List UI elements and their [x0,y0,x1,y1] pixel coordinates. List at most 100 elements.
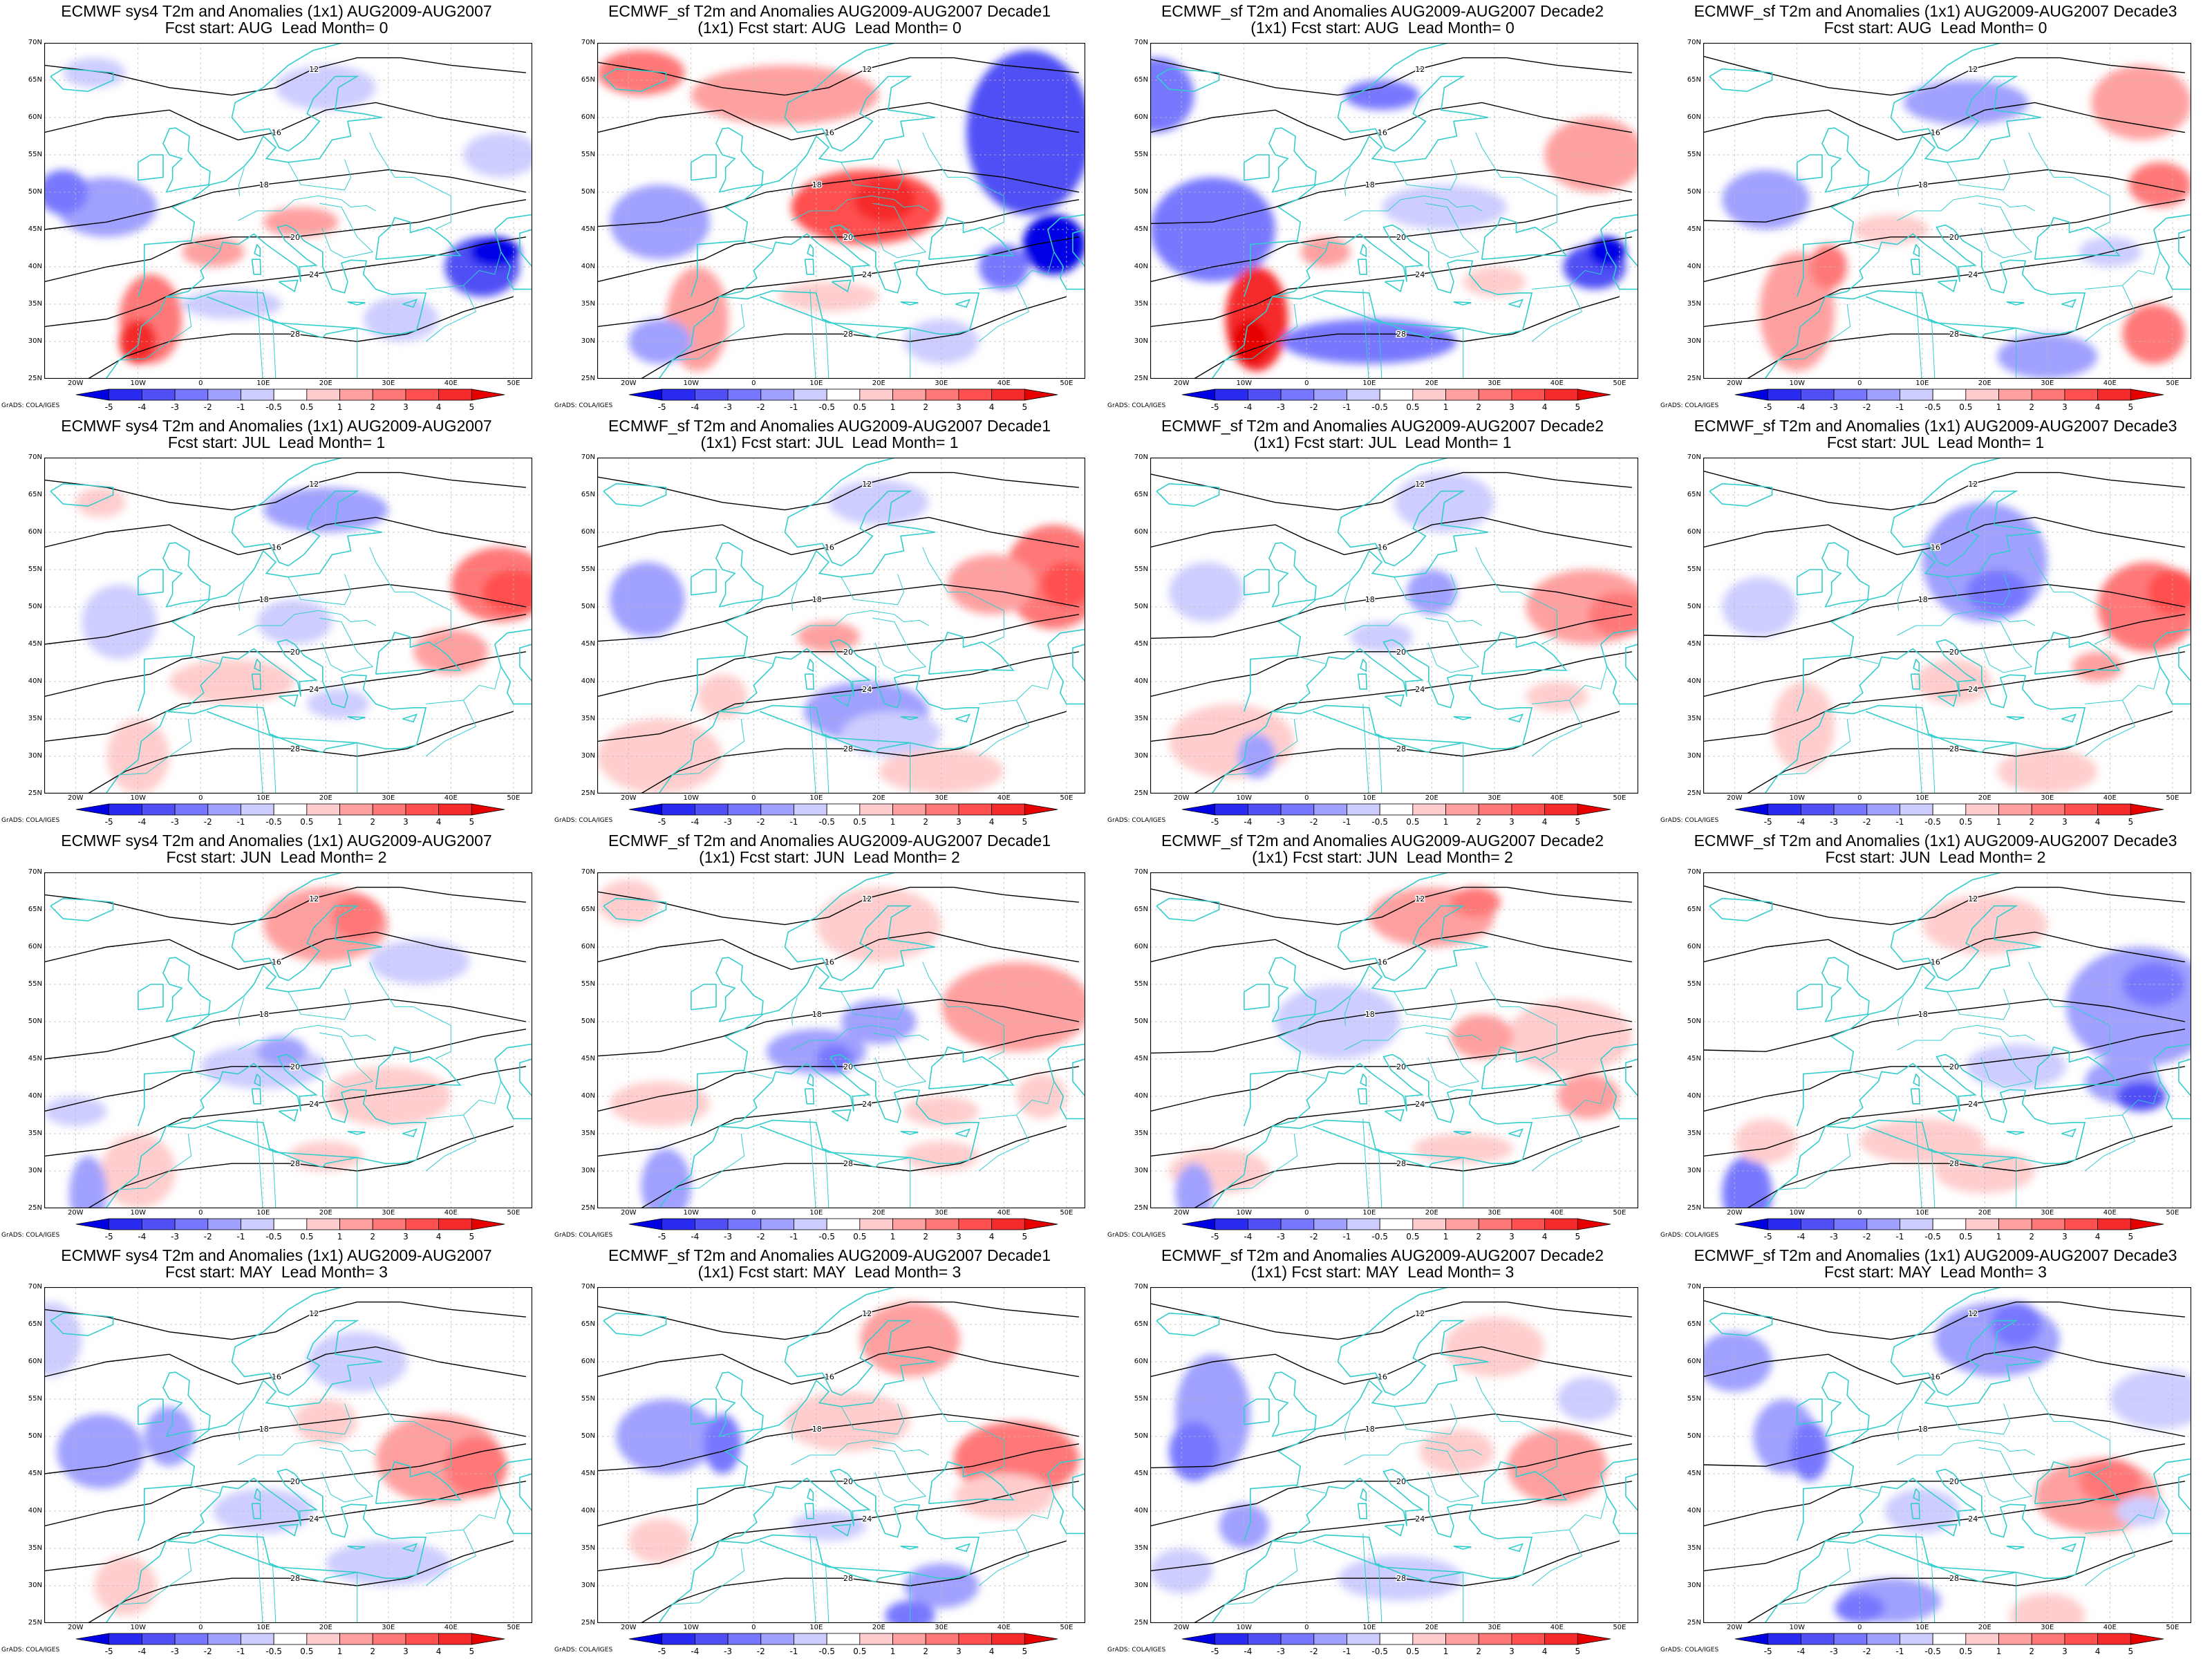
colorbar-segment [1181,803,1216,816]
isotherm-contour [1150,583,1633,639]
coastline [50,482,114,507]
cold-anomaly-area [1344,80,1420,111]
latitude-label: 65N [581,76,595,84]
country-border [872,1447,927,1503]
colorbar-tick-label: -3 [171,1232,180,1241]
coastline [1821,542,1870,608]
colorbar-segment [2064,1218,2099,1230]
coastline [1156,1312,1220,1337]
map-frame [597,1287,1085,1623]
latitude-label: 30N [1687,1167,1701,1174]
country-border [1362,704,1369,794]
panel-subtitle: Fcst start: MAY Lead Month= 3 [1824,1263,2047,1281]
colorbar-tick-label: 1 [1996,1647,2002,1656]
latitude-label: 45N [1687,1055,1701,1062]
longitude-label: 20E [872,1624,885,1631]
colorbar-tick-label: -1 [1342,1232,1351,1241]
colorbar-tick-label: -5 [1210,1232,1219,1241]
country-border [2084,700,2136,757]
longitude-label: 40E [997,794,1011,802]
panel-title: ECMWF_sf T2m and Anomalies (1x1) AUG2009… [1694,832,2177,850]
coastline [105,1125,167,1208]
longitude-label: 40E [444,794,458,802]
coastline [1937,1109,1958,1122]
cold-anomaly-area [307,1331,407,1392]
coastline [719,224,980,339]
colorbar-segment [1024,1633,1058,1645]
anomaly-colorbar [628,388,1058,401]
colorbar-segment [174,1633,209,1645]
coastline [900,301,919,306]
isotherm-contour [44,236,527,328]
coastline [251,1088,262,1105]
cold-anomaly-area [263,487,388,532]
latitude-label: 50N [1134,1018,1148,1025]
isotherm-contour [1703,885,2185,926]
colorbar-tick-label: 3 [2062,1232,2068,1241]
coastline [1797,872,2054,1127]
colorbar-tick-label: 5 [1575,817,1581,827]
longitude-label: 10W [130,1624,147,1631]
coastline [928,1046,1015,1089]
isotherm-contour [44,1066,527,1157]
coastline [254,1488,261,1502]
map-frame [1703,458,2191,794]
coastline [1357,1503,1368,1519]
coastline [1268,127,1317,193]
latitude-label: 60N [1687,943,1701,950]
latitude-label: 60N [28,528,42,536]
colorbar-tick-label: 4 [2094,1232,2101,1241]
coastline [1508,1543,1524,1553]
colorbar-segment [1965,803,1999,816]
colorbar-segment [826,388,861,401]
contour-label: 24 [862,685,872,694]
country-border [1394,574,1458,606]
country-border [119,303,192,361]
latitude-label: 40N [28,1507,42,1515]
contour-label: 28 [290,744,300,753]
colorbar-tick-label: -2 [203,1232,212,1241]
colorbar-tick-label: 4 [435,817,442,827]
grads-credit: GrADS: COLA/IGES [1107,1232,1166,1239]
latitude-label: 60N [581,113,595,121]
colorbar-tick-label: -2 [756,1232,765,1241]
colorbar-tick-label: 5 [469,402,475,412]
latitude-label: 30N [28,1582,42,1589]
coastline [1211,296,1273,379]
coastline [1825,1053,2086,1168]
colorbar-tick-label: 4 [988,1232,995,1241]
colorbar-tick-label: -5 [1210,402,1219,412]
coastline [1866,1125,2016,1159]
contour-label: 20 [1949,648,1959,657]
longitude-label: 20E [319,379,332,387]
country-border [1378,1563,1382,1623]
longitude-label: 20W [1726,794,1743,802]
coastline [1481,1046,1568,1089]
contour-label: 18 [259,1425,269,1434]
coastline [603,482,667,507]
latitude-label: 50N [28,1432,42,1440]
panel-title: ECMWF_sf T2m and Anomalies AUG2009-AUG20… [1161,417,1604,435]
colorbar-tick-label: -0.5 [265,1232,282,1241]
contour-label: 12 [862,894,872,903]
country-border [1394,988,1458,1020]
colorbar-tick-label: -5 [104,1232,113,1241]
coastline [928,1461,1015,1504]
coastline [1384,279,1405,292]
colorbar-tick-label: 0.5 [1959,1647,1973,1656]
colorbar-segment [694,1218,729,1230]
coastline [1913,659,1920,673]
coastline [1797,458,2054,712]
colorbar-segment [794,388,827,401]
longitude-label: 40E [1550,1209,1564,1217]
contour-label: 24 [1415,1515,1425,1524]
latitude-label: 45N [1687,640,1701,648]
map-panel: ECMWF_sf T2m and Anomalies (1x1) AUG2009… [1659,1244,2212,1659]
panel-subtitle: Fcst start: JUL Lead Month= 1 [167,433,386,451]
longitude-label: 20E [1425,794,1438,802]
country-border [1531,1529,1583,1586]
latitude-label: 50N [28,603,42,610]
latitude-label: 25N [28,375,42,382]
longitude-label: 40E [444,1209,458,1217]
contour-label: 12 [1968,1309,1978,1318]
